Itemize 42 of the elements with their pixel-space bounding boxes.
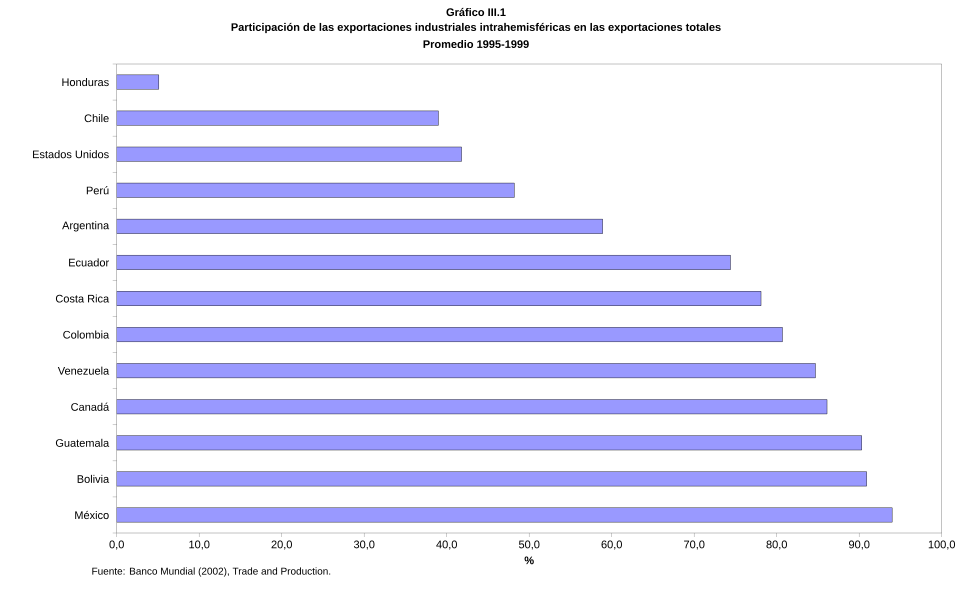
bar: [116, 471, 867, 486]
x-tick-label: 90,0: [849, 540, 870, 550]
y-tick-label: México: [75, 510, 109, 520]
x-tick-label: 50,0: [518, 540, 540, 550]
y-tick-label: Guatemala: [56, 438, 110, 447]
x-tick-label: 20,0: [272, 540, 292, 550]
bar: [116, 218, 603, 234]
bar: [116, 508, 892, 522]
x-tick-label: 0,0: [109, 540, 124, 550]
bar: [116, 363, 816, 378]
x-tick-label: 70,0: [684, 540, 704, 550]
y-tick-label: Venezuela: [58, 366, 110, 375]
bar: [116, 74, 159, 90]
text: Promedio 1995-1999: [424, 40, 529, 48]
bar: [116, 182, 515, 198]
y-tick-label: Argentina: [62, 221, 110, 232]
bar: [116, 110, 439, 126]
y-tick-label: Perú: [86, 186, 108, 194]
chart-title: Gráfico III.1: [446, 8, 506, 16]
y-tick-label: Colombia: [63, 330, 110, 339]
bar: [116, 146, 462, 162]
x-tick-label: 60,0: [602, 540, 622, 550]
x-tick-label: 80,0: [766, 540, 787, 550]
y-tick-label: Honduras: [62, 78, 109, 86]
x-tick-label: 10,0: [189, 540, 210, 550]
x-tick-label: 30,0: [354, 540, 374, 550]
bar: [116, 255, 731, 270]
y-tick-label: Canadá: [71, 402, 110, 411]
y-tick-label: Estados Unidos: [33, 150, 109, 158]
x-tick-label: 40,0: [436, 540, 457, 550]
chart-subtitle: Participación de las exportaciones industriales intrahemisféricas en las exportaciones totales: [232, 22, 721, 34]
bar: [116, 435, 862, 450]
bar: [116, 291, 762, 306]
bar: [116, 399, 828, 414]
y-tick-label: Ecuador: [69, 258, 109, 266]
y-tick-label: Chile: [84, 114, 109, 122]
bar: [116, 327, 783, 342]
y-tick-label: Costa Rica: [56, 294, 110, 303]
x-tick-label: 100,0: [928, 540, 956, 550]
x-axis-title: %: [524, 556, 534, 564]
source-note: Fuente: Banco Mundial (2002), Trade and Production.: [92, 567, 330, 577]
y-tick-label: Bolivia: [78, 474, 110, 483]
